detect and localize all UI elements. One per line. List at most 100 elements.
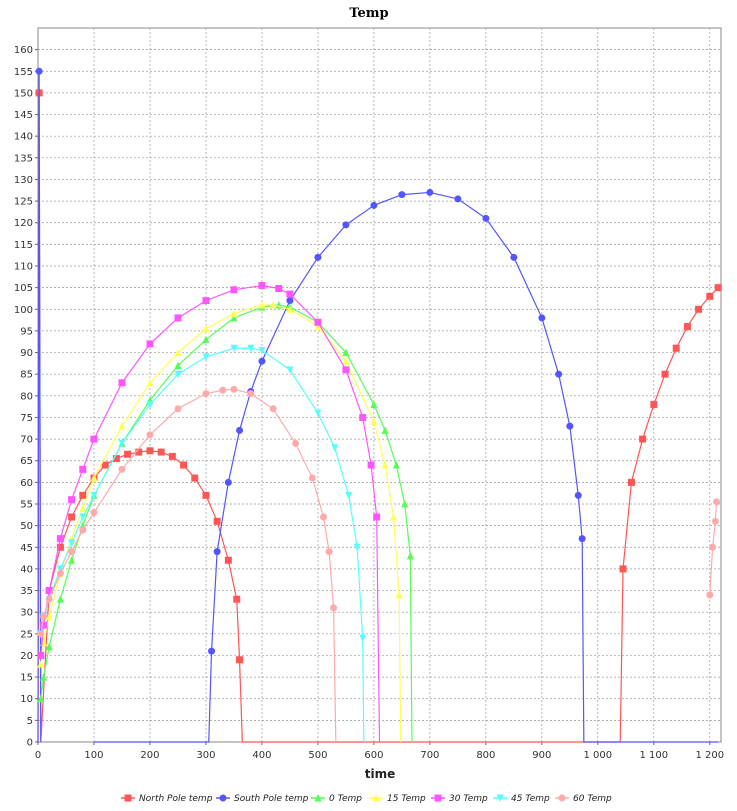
data-point [269, 300, 277, 309]
data-point [236, 426, 244, 434]
data-point [174, 314, 182, 322]
data-point [353, 543, 361, 552]
series-layer [35, 67, 722, 743]
data-point [202, 324, 210, 333]
data-point [112, 455, 120, 463]
data-point [709, 543, 717, 551]
y-tick-label: 135 [14, 153, 33, 164]
data-point [146, 431, 154, 439]
data-point [45, 587, 53, 595]
data-point [37, 630, 45, 638]
data-point [157, 448, 165, 456]
data-point [359, 634, 367, 643]
data-point [219, 386, 227, 394]
data-point [35, 67, 43, 75]
data-point [37, 660, 45, 668]
data-point [56, 565, 64, 573]
legend-label: 0 Temp [329, 794, 362, 804]
data-point [314, 322, 322, 331]
x-tick-label: 600 [364, 750, 383, 761]
data-point [90, 474, 98, 482]
series-0 [35, 89, 722, 743]
series-6 [37, 385, 721, 743]
data-point [224, 556, 232, 564]
y-tick-label: 80 [20, 391, 33, 402]
data-point [639, 435, 647, 443]
data-point [202, 297, 210, 305]
data-point [320, 513, 328, 521]
data-point [482, 214, 490, 222]
y-tick-label: 115 [14, 240, 33, 251]
data-point [68, 496, 76, 504]
data-point [174, 348, 182, 357]
data-point [124, 450, 132, 458]
data-point [45, 612, 53, 621]
data-point [118, 465, 126, 473]
data-point [118, 439, 126, 448]
y-tick-label: 120 [14, 218, 33, 229]
data-point [308, 474, 316, 482]
data-point [191, 474, 199, 482]
legend-marker [372, 794, 380, 802]
data-point [672, 344, 680, 352]
series-line [709, 501, 718, 595]
data-point [90, 435, 98, 443]
y-tick-label: 100 [14, 305, 33, 316]
legend-item: North Pole temp [121, 794, 213, 804]
data-point [37, 694, 45, 703]
x-tick-label: 700 [420, 750, 439, 761]
series-5 [37, 344, 367, 743]
data-point [45, 595, 53, 603]
data-point [538, 314, 546, 322]
x-axis: 0 100 200 300 400 500 600 700 800 900 1 000 1 100 1 … [35, 742, 724, 761]
legend-marker [434, 794, 442, 802]
data-point [269, 405, 277, 413]
y-tick-label: 55 [20, 500, 33, 511]
x-tick-label: 1 000 [584, 750, 613, 761]
data-point [230, 313, 238, 322]
data-point [68, 539, 76, 547]
data-point [398, 191, 406, 199]
y-tick-label: 50 [20, 521, 33, 532]
data-point [230, 385, 238, 393]
legend-marker [314, 794, 322, 802]
data-point [314, 318, 322, 326]
data-point [118, 422, 126, 430]
data-point [213, 548, 221, 556]
data-point [627, 478, 635, 486]
data-point [247, 344, 255, 353]
data-point [56, 535, 64, 543]
data-point [233, 595, 241, 603]
y-tick-label: 35 [20, 586, 33, 597]
data-point [37, 651, 45, 659]
data-point [286, 290, 294, 298]
data-point [578, 535, 586, 543]
y-tick-label: 25 [20, 629, 33, 640]
data-point [135, 448, 143, 456]
data-point [258, 357, 266, 365]
data-point [381, 461, 389, 469]
data-point [168, 452, 176, 460]
data-point [230, 309, 238, 318]
legend-marker [496, 794, 504, 802]
y-tick-label: 95 [20, 326, 33, 337]
y-tick-label: 5 [27, 716, 33, 727]
data-point [713, 498, 721, 506]
legend-label: 30 Temp [449, 794, 488, 804]
y-axis: 0 5 10 15 20 25 30 35 40 45 50 55 60 65 70 75 80 85 90 95 10… [14, 45, 38, 749]
data-point [146, 378, 154, 387]
data-point [118, 379, 126, 387]
legend-marker [219, 794, 227, 802]
legend-item: 60 Temp [555, 794, 612, 804]
data-point [258, 300, 266, 309]
data-point [146, 447, 154, 455]
legend-item: 30 Temp [431, 794, 488, 804]
y-tick-label: 40 [20, 564, 33, 575]
legend-label: 45 Temp [511, 794, 550, 804]
data-point [555, 370, 563, 378]
data-point [661, 370, 669, 378]
data-point [174, 405, 182, 413]
x-tick-label: 500 [308, 750, 327, 761]
data-point [711, 517, 719, 525]
